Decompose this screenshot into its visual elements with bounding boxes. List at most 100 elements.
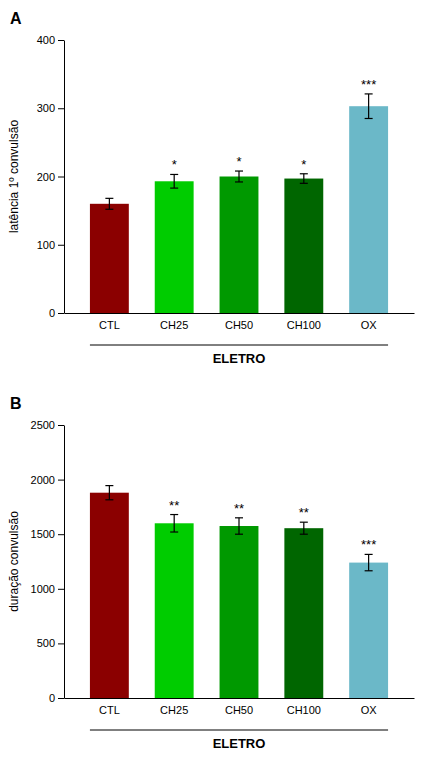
x-tick: CH100: [287, 319, 321, 331]
error-bar: [300, 522, 308, 534]
y-tick: 200: [37, 171, 64, 183]
y-axis-line: [64, 41, 65, 314]
y-tick-label: 300: [37, 102, 55, 114]
y-tick: 2500: [31, 419, 64, 431]
bar: [90, 204, 129, 313]
error-bar-cap: [300, 183, 308, 184]
x-axis-line: [65, 698, 415, 699]
y-tick-label: 1500: [31, 528, 55, 540]
error-bar-stem: [368, 554, 369, 570]
y-tick-mark: [58, 177, 64, 178]
error-bar-cap: [170, 514, 178, 515]
x-tick-label: CH100: [287, 319, 321, 331]
y-tick: 300: [37, 102, 64, 114]
significance: **: [169, 498, 179, 513]
y-tick-mark: [58, 698, 64, 699]
error-bar-cap: [170, 174, 178, 175]
annotations: ******: [172, 77, 377, 173]
y-tick-label: 2500: [31, 419, 55, 431]
x-label-rule: [90, 345, 388, 346]
y-axis-title: latência 1º convulsão: [7, 120, 21, 233]
y-tick: 0: [49, 307, 64, 319]
y-tick-label: 0: [49, 307, 55, 319]
error-bar-cap: [105, 485, 113, 486]
y-axis-title: duração convulsão: [7, 511, 21, 612]
y-tick-label: 400: [37, 34, 55, 46]
error-bar-cap: [105, 499, 113, 500]
error-bar: [235, 518, 243, 534]
error-bar-cap: [365, 93, 373, 94]
significance: **: [234, 501, 244, 516]
error-bar-stem: [109, 486, 110, 500]
error-bar-cap: [235, 181, 243, 182]
error-bar-cap: [300, 534, 308, 535]
error-bar-cap: [365, 118, 373, 119]
panel-title: A: [10, 10, 22, 27]
x-tick-label: CH25: [160, 319, 188, 331]
x-axis-title: ELETRO: [213, 351, 266, 366]
x-tick: OX: [361, 704, 378, 716]
x-tick: CH25: [160, 319, 188, 331]
error-bar-cap: [300, 522, 308, 523]
x-tick: CH50: [225, 704, 253, 716]
y-tick-mark: [58, 245, 64, 246]
y-tick-label: 100: [37, 239, 55, 251]
error-bar-stem: [238, 518, 239, 534]
panel-title: B: [10, 395, 22, 412]
x-tick-label: CH50: [225, 319, 253, 331]
marks: [90, 94, 388, 313]
y-tick-mark: [58, 425, 64, 426]
bar: [284, 179, 323, 313]
y-tick-mark: [58, 313, 64, 314]
error-bar-stem: [303, 522, 304, 534]
y-tick-mark: [58, 40, 64, 41]
error-bar-cap: [365, 554, 373, 555]
error-bar-stem: [109, 198, 110, 209]
significance: *: [301, 157, 306, 172]
x-tick: CH50: [225, 319, 253, 331]
y-tick: 400: [37, 34, 64, 46]
error-bar-stem: [368, 94, 369, 119]
significance: *: [236, 154, 241, 169]
error-bar-stem: [174, 515, 175, 532]
error-bar-stem: [303, 174, 304, 184]
y-tick-label: 1000: [31, 583, 55, 595]
panel: ******0100200300400CTLCH25CH50CH100OXELE…: [7, 10, 415, 366]
error-bar-cap: [365, 570, 373, 571]
error-bar: [170, 174, 178, 188]
y-tick-mark: [58, 534, 64, 535]
x-label-rule: [90, 730, 388, 731]
error-bar-cap: [105, 209, 113, 210]
x-tick-label: CH25: [160, 704, 188, 716]
x-axis-line: [65, 313, 415, 314]
error-bar-cap: [105, 198, 113, 199]
error-bar-stem: [174, 174, 175, 188]
x-axis: CTL CH25 CH50 CH100 OX: [65, 314, 415, 331]
error-bar-cap: [235, 170, 243, 171]
x-tick-label: OX: [361, 319, 378, 331]
error-bar: [300, 174, 308, 184]
x-tick: CTL: [99, 704, 120, 716]
y-tick: 1000: [31, 583, 64, 595]
error-bar-cap: [300, 173, 308, 174]
bar: [349, 563, 388, 698]
significance: ***: [361, 77, 376, 92]
panel: *********05001000150020002500CTLCH25CH50…: [7, 395, 415, 751]
x-tick-label: CH50: [225, 704, 253, 716]
y-axis: 0 100 200 300 400: [37, 34, 65, 319]
figure: ******0100200300400CTLCH25CH50CH100OXELE…: [0, 0, 429, 770]
y-tick: 500: [37, 637, 64, 649]
error-bar: [365, 554, 373, 570]
marks: [90, 486, 388, 698]
y-tick-label: 500: [37, 637, 55, 649]
x-axis: CTL CH25 CH50 CH100 OX: [65, 699, 415, 716]
significance: ***: [361, 537, 376, 552]
error-bar-stem: [238, 171, 239, 182]
x-tick-label: CTL: [99, 319, 120, 331]
significance: *: [172, 157, 177, 172]
bar: [284, 528, 323, 698]
y-axis-line: [64, 426, 65, 699]
significance: **: [299, 505, 309, 520]
x-tick-label: CH100: [287, 704, 321, 716]
y-tick-label: 200: [37, 171, 55, 183]
